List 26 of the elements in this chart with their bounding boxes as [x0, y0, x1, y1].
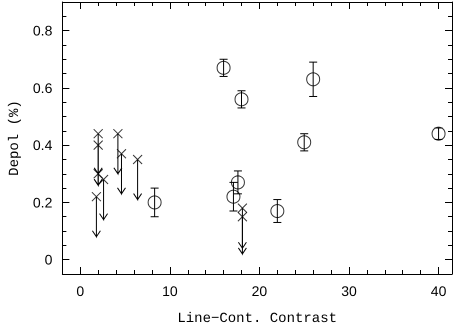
- point: [230, 175, 245, 190]
- point: [432, 126, 446, 141]
- y-axis-title: Depol (%): [7, 100, 23, 176]
- x-tick-label: 0: [76, 283, 84, 299]
- x-tick-label: 10: [162, 283, 178, 299]
- point: [216, 60, 231, 75]
- point: [148, 195, 162, 210]
- x-axis-title: Line−Cont. Contrast: [177, 311, 337, 327]
- y-tick-label: 0.8: [32, 22, 53, 39]
- y-tick-label: 0.4: [32, 137, 53, 154]
- y-tick-label: 0.2: [32, 194, 53, 210]
- point: [91, 192, 102, 202]
- point: [132, 154, 143, 164]
- point: [306, 72, 320, 86]
- point: [270, 204, 284, 218]
- x-tick-label: 30: [341, 283, 357, 299]
- point: [112, 128, 123, 139]
- x-tick-label: 40: [430, 283, 447, 299]
- point: [226, 190, 240, 204]
- y-tick-label: 0: [44, 252, 53, 268]
- point: [116, 148, 126, 159]
- x-tick-label: 20: [252, 283, 268, 299]
- point: [234, 92, 249, 106]
- point: [93, 168, 104, 179]
- y-tick-label: 0.6: [32, 80, 53, 96]
- point: [297, 135, 312, 150]
